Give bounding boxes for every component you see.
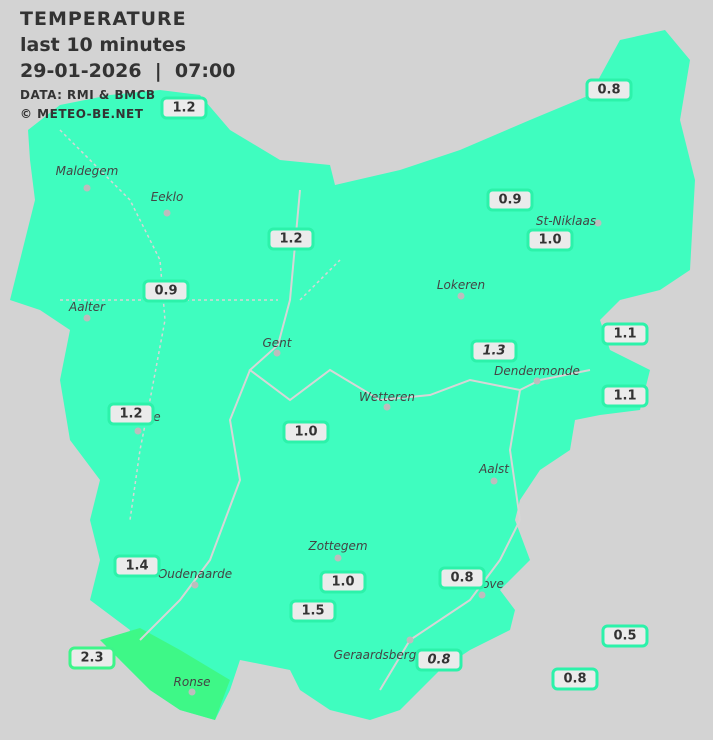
- town-dot: [490, 477, 498, 485]
- station-value[interactable]: 2.3: [68, 646, 116, 670]
- town-dot: [191, 581, 199, 589]
- station-value[interactable]: 0.5: [601, 624, 649, 648]
- station-value[interactable]: 0.8: [585, 78, 633, 102]
- station-value[interactable]: 1.5: [289, 599, 337, 623]
- canal: [59, 129, 341, 521]
- town-dot: [478, 591, 486, 599]
- town-dot: [383, 403, 391, 411]
- town-dot: [594, 219, 602, 227]
- data-source: DATA: RMI & BMCB: [20, 88, 156, 102]
- town-dot: [533, 377, 541, 385]
- copyright: © METEO-BE.NET: [20, 107, 144, 121]
- town-label: Aalter: [69, 300, 105, 314]
- station-value[interactable]: 1.0: [319, 570, 367, 594]
- station-value[interactable]: 0.9: [142, 279, 190, 303]
- map-datetime: 29-01-2026 | 07:00: [20, 60, 236, 82]
- town-label: Lokeren: [436, 278, 486, 292]
- town-label: Wetteren: [359, 390, 415, 404]
- town-label: Gent: [262, 336, 292, 350]
- warm-area-ronse: [100, 628, 230, 720]
- station-value[interactable]: 1.4: [113, 554, 161, 578]
- town-label: e: [153, 410, 161, 424]
- town-label: St-Niklaas: [535, 214, 597, 228]
- station-value[interactable]: 1.1: [601, 384, 649, 408]
- station-value[interactable]: 0.8: [551, 667, 599, 691]
- town-dot: [163, 209, 171, 217]
- town-dot: [134, 427, 142, 435]
- station-value[interactable]: 1.2: [160, 96, 208, 120]
- town-label: ove: [482, 577, 504, 591]
- town-dot: [406, 636, 414, 644]
- station-value[interactable]: 0.8: [415, 648, 463, 672]
- town-label: Eeklo: [150, 190, 184, 204]
- town-label: Zottegem: [308, 539, 368, 553]
- station-value[interactable]: 1.2: [267, 227, 315, 251]
- station-value[interactable]: 1.0: [526, 228, 574, 252]
- town-dot: [457, 292, 465, 300]
- town-dot: [273, 349, 281, 357]
- station-value[interactable]: 1.3: [470, 339, 518, 363]
- station-value[interactable]: 0.9: [486, 188, 534, 212]
- town-dot: [83, 184, 91, 192]
- station-value[interactable]: 1.1: [601, 322, 649, 346]
- province-area: [10, 30, 695, 720]
- town-label: Maldegem: [55, 164, 119, 178]
- town-label: Geraardsberg: [333, 648, 417, 662]
- town-dot: [188, 688, 196, 696]
- town-label: Oudenaarde: [157, 567, 233, 581]
- town-dot: [334, 554, 342, 562]
- station-value[interactable]: 1.2: [107, 402, 155, 426]
- station-value[interactable]: 1.0: [282, 420, 330, 444]
- map-title: TEMPERATURE: [20, 8, 187, 30]
- station-value[interactable]: 0.8: [438, 566, 486, 590]
- town-label: Aalst: [479, 462, 509, 476]
- town-label: Ronse: [173, 675, 211, 689]
- town-label: Dendermonde: [494, 364, 580, 378]
- town-dot: [83, 314, 91, 322]
- map-period: last 10 minutes: [20, 34, 187, 56]
